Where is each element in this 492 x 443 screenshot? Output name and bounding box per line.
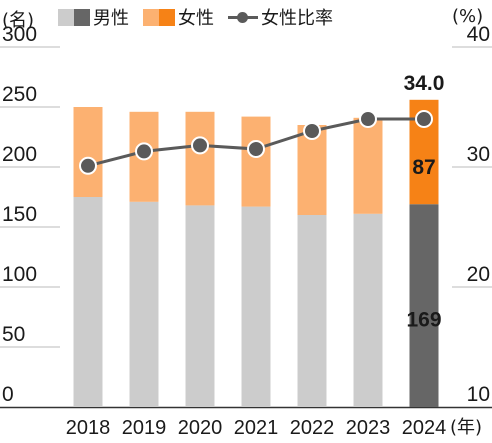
bar-male-2019 <box>129 201 159 407</box>
x-tick-2020: 2020 <box>178 417 223 439</box>
right-tick-30: 30 <box>467 143 490 166</box>
ratio-point-2021 <box>247 140 265 158</box>
left-axis-unit: (名) <box>2 10 35 31</box>
right-tick-20: 20 <box>467 263 490 286</box>
x-tick-2018: 2018 <box>66 417 111 439</box>
x-tick-2024: 2024 <box>402 417 447 439</box>
right-axis-unit: (%) <box>452 6 484 27</box>
ratio-point-2018 <box>79 156 97 175</box>
bar-male-2023 <box>353 213 383 407</box>
bar-male-2018 <box>73 197 103 407</box>
legend-ratio-line-symbol <box>228 9 258 26</box>
left-tick-250: 250 <box>2 83 37 106</box>
left-tick-50: 50 <box>2 323 25 346</box>
x-axis-unit: (年) <box>450 417 483 438</box>
bar-male-2024 <box>409 204 439 407</box>
legend-female-swatch-dark <box>159 8 175 26</box>
ratio-point-2022 <box>303 122 321 140</box>
right-tick-40: 40 <box>467 23 490 46</box>
female-value-label-2024: 87 <box>412 156 435 179</box>
legend-ratio-label: 女性比率 <box>261 8 333 29</box>
ratio-value-label-2024: 34.0 <box>404 72 445 95</box>
bar-male-2020 <box>185 205 215 407</box>
legend-male-label: 男性 <box>93 8 129 29</box>
ratio-point-2023 <box>359 110 377 128</box>
right-tick-10: 10 <box>467 383 490 406</box>
x-tick-2021: 2021 <box>234 417 279 439</box>
ratio-point-2024 <box>415 110 433 128</box>
ratio-line-layer <box>79 110 433 175</box>
bar-female-2021 <box>241 116 271 207</box>
left-tick-200: 200 <box>2 143 37 166</box>
bar-female-2018 <box>73 107 103 197</box>
legend-male-swatch-light <box>58 8 74 26</box>
legend-female-label: 女性 <box>178 8 214 29</box>
left-tick-0: 0 <box>2 383 14 406</box>
bar-male-2021 <box>241 206 271 407</box>
legend-female-swatch-light <box>143 8 159 26</box>
left-tick-300: 300 <box>2 23 37 46</box>
bar-male-2022 <box>297 215 327 407</box>
ratio-point-2019 <box>135 142 153 161</box>
bar-female-2020 <box>185 111 215 206</box>
left-tick-150: 150 <box>2 203 37 226</box>
male-value-label-2024: 169 <box>406 309 441 332</box>
bar-female-2023 <box>353 117 383 214</box>
x-tick-2019: 2019 <box>122 417 167 439</box>
left-tick-100: 100 <box>2 263 37 286</box>
ratio-point-2020 <box>191 136 209 155</box>
labels-layer: 0 50 100 150 200 250 300 10 20 30 40 2018 2019 2020 20… <box>2 23 490 439</box>
x-tick-2022: 2022 <box>290 417 335 439</box>
legend-male-swatch-dark <box>74 8 90 26</box>
chart-legend: 男性 女性 女性比率 <box>58 6 333 29</box>
x-tick-2023: 2023 <box>346 417 391 439</box>
grid-layer <box>0 46 492 409</box>
